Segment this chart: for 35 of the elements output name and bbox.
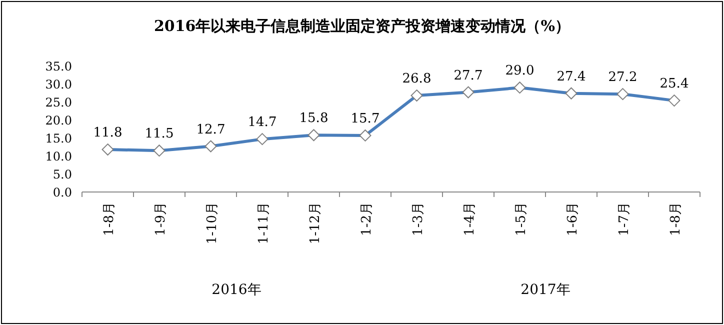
data-label: 27.7 — [454, 68, 483, 84]
x-tick-label: 1-5月 — [514, 202, 529, 236]
y-tick-label: 5.0 — [52, 168, 72, 182]
data-label: 27.4 — [556, 69, 586, 84]
data-label: 11.5 — [144, 126, 174, 142]
data-label: 14.7 — [248, 115, 277, 130]
x-tick-label: 1-6月 — [565, 202, 580, 236]
data-label: 15.8 — [299, 111, 328, 126]
y-tick-label: 35.0 — [45, 60, 72, 74]
x-tick-label: 1-8月 — [668, 202, 684, 236]
text: 2017年 — [520, 282, 570, 298]
x-tick-label: 1-7月 — [616, 202, 632, 236]
x-tick-label: 1-12月 — [308, 202, 323, 244]
data-label: 11.8 — [93, 126, 122, 141]
data-label: 12.7 — [196, 122, 226, 138]
x-tick-label: 1-11月 — [256, 202, 272, 244]
data-label: 29.0 — [505, 64, 534, 79]
y-tick-label: 15.0 — [45, 132, 72, 146]
data-label: 26.8 — [402, 72, 432, 87]
x-tick-label: 1-4月 — [462, 202, 478, 236]
x-tick-label: 1-8月 — [102, 202, 117, 236]
y-tick-label: 0.0 — [52, 186, 72, 200]
data-label: 27.2 — [608, 70, 638, 86]
y-tick-label: 10.0 — [45, 150, 72, 164]
title: 2016年以来电子信息制造业固定资产投资增速变动情况（%） — [154, 17, 570, 35]
data-label: 15.7 — [350, 111, 380, 126]
x-tick-label: 1-9月 — [153, 202, 168, 236]
x-tick-label: 1-10月 — [204, 202, 220, 244]
y-tick-label: 20.0 — [45, 114, 72, 128]
y-tick-label: 25.0 — [45, 96, 72, 110]
text: 2016年 — [212, 282, 262, 298]
x-tick-label: 1-2月 — [359, 202, 374, 236]
x-tick-label: 1-3月 — [410, 202, 426, 236]
y-tick-label: 30.0 — [45, 78, 72, 92]
data-label: 25.4 — [660, 76, 689, 92]
